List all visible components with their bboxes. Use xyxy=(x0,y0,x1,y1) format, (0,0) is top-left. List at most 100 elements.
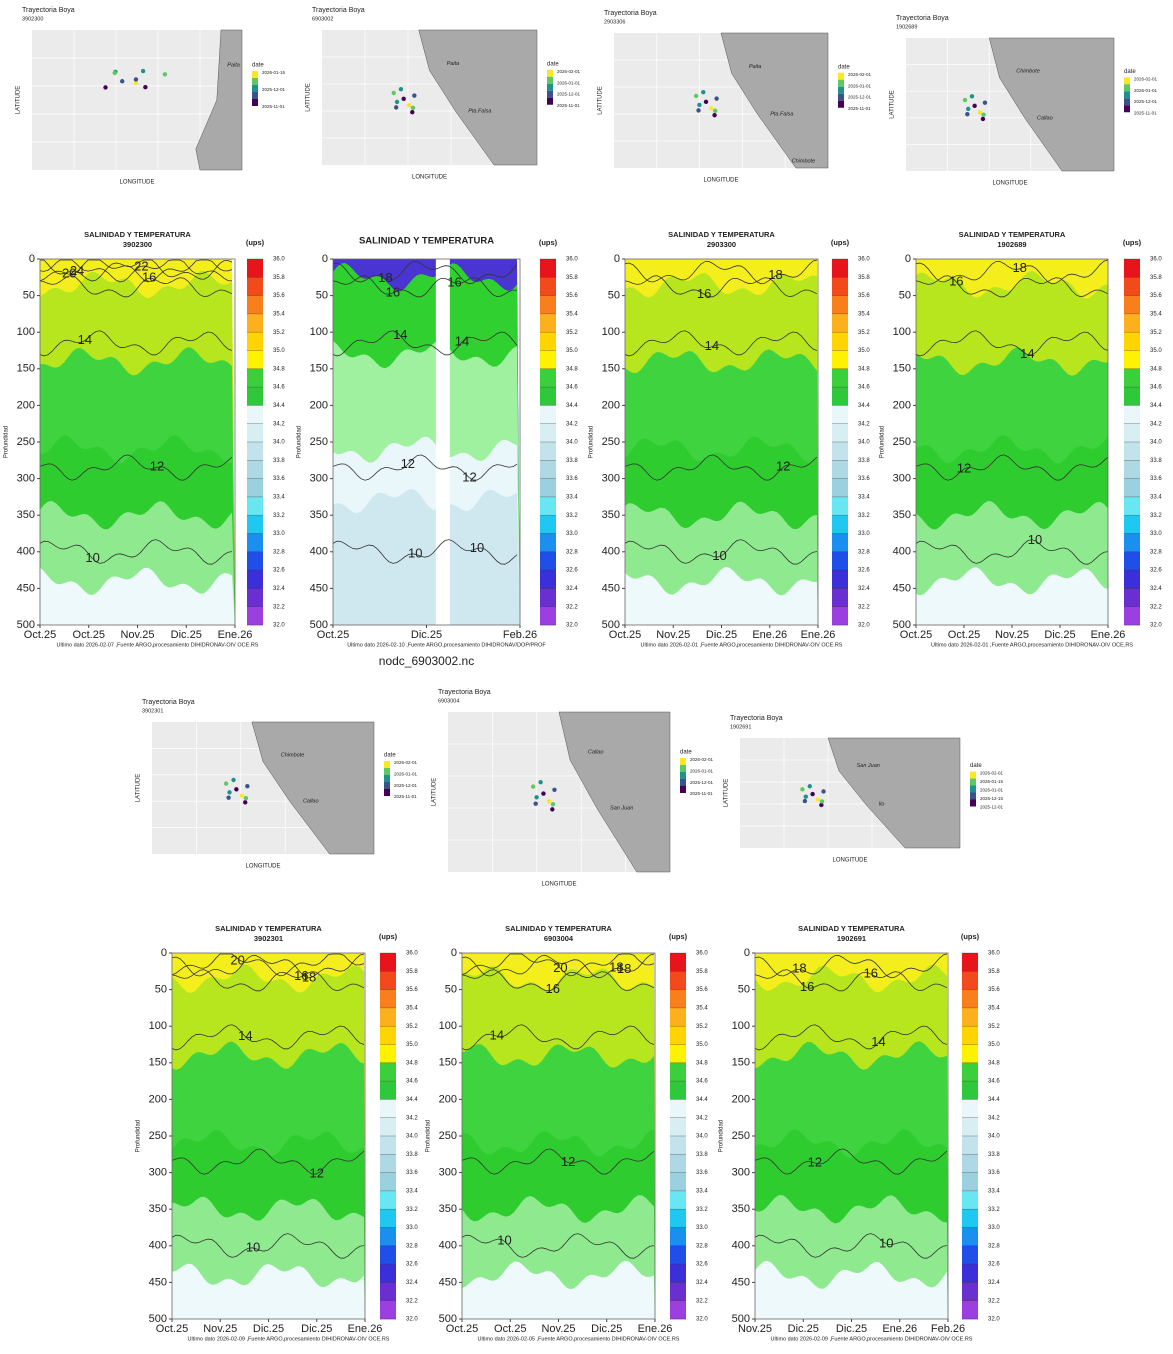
colorbar-label: 35.4 xyxy=(696,1005,708,1011)
section-footer: Ultimo dato 2026-02-07 ,Fuente ARGO,proc… xyxy=(57,642,259,648)
map-float xyxy=(394,99,400,105)
map-legend-swatch xyxy=(384,768,390,775)
colorbar-label: 32.4 xyxy=(566,586,578,592)
map-float xyxy=(696,108,701,113)
colorbar-label: 32.2 xyxy=(988,1298,1000,1304)
colorbar-label: 33.4 xyxy=(273,494,285,500)
y-tick-label: 350 xyxy=(17,509,35,521)
map-legend-label: 2025-12-01 xyxy=(557,92,581,97)
map-float xyxy=(972,103,977,109)
section-title: SALINIDAD Y TEMPERATURA xyxy=(215,924,322,933)
colorbar-segment xyxy=(1124,368,1140,388)
map-legend-swatch xyxy=(838,79,844,87)
contour-label: 14 xyxy=(238,1028,252,1043)
colorbar-segment xyxy=(540,442,556,461)
colorbar-segment xyxy=(962,989,978,1009)
colorbar-segment xyxy=(670,1117,686,1137)
colorbar-segment xyxy=(380,1081,396,1100)
colorbar-label: 32.2 xyxy=(1150,604,1162,610)
map-title: Trayectoria Boya xyxy=(896,15,949,22)
map-float xyxy=(533,801,538,806)
map-float xyxy=(980,116,986,122)
map-float xyxy=(538,779,543,785)
contour-label: 14 xyxy=(393,327,407,342)
colorbar-segment xyxy=(1124,606,1140,626)
colorbar-label: 34.0 xyxy=(566,440,578,446)
map-float xyxy=(550,807,555,812)
x-tick-label: Dic.25 xyxy=(836,1323,867,1335)
colorbar-segment xyxy=(380,1099,396,1118)
contour-label: 14 xyxy=(490,1028,504,1043)
map-float xyxy=(966,106,971,112)
colorbar-label: 36.0 xyxy=(566,257,578,263)
colorbar-segment xyxy=(247,570,263,589)
map-legend-label: 2026-02-01 xyxy=(848,72,872,77)
colorbar-segment xyxy=(670,989,686,1009)
map-legend-swatch xyxy=(970,785,976,793)
map-legend-swatch xyxy=(252,85,258,92)
map-legend-swatch xyxy=(547,83,553,91)
map-float xyxy=(534,795,539,800)
map-float xyxy=(112,70,117,76)
colorbar-label: 34.6 xyxy=(858,385,870,391)
colorbar-segment xyxy=(380,1117,396,1137)
map-float xyxy=(243,795,249,801)
colorbar-label: 32.0 xyxy=(1150,623,1162,629)
contour-line xyxy=(461,953,655,979)
colorbar-segment xyxy=(380,1007,396,1027)
colorbar-segment xyxy=(832,350,848,370)
map-land xyxy=(720,32,829,169)
section-unit: (ups) xyxy=(961,932,980,941)
colorbar-segment xyxy=(1124,496,1140,516)
y-tick-label: 300 xyxy=(732,1167,750,1179)
contour-label: 18 xyxy=(617,961,631,976)
map-title: Trayectoria Boya xyxy=(438,689,491,696)
map-x-label: LONGITUDE xyxy=(245,864,280,870)
colorbar-label: 34.4 xyxy=(273,403,285,409)
colorbar-segment xyxy=(1124,277,1140,296)
y-tick-label: 150 xyxy=(149,1057,167,1069)
colorbar-segment xyxy=(1124,259,1140,278)
contour-label: 14 xyxy=(78,332,92,347)
x-tick-label: Nov.25 xyxy=(120,629,154,641)
contour-line xyxy=(39,275,233,298)
y-tick-label: 100 xyxy=(17,326,35,338)
colorbar-label: 34.6 xyxy=(1150,385,1162,391)
x-tick-label: Dic.25 xyxy=(1044,629,1075,641)
contour-line xyxy=(624,454,818,481)
colorbar-segment xyxy=(962,1136,978,1155)
colorbar-label: 34.0 xyxy=(1150,440,1162,446)
colorbar-label: 32.8 xyxy=(988,1243,1000,1249)
map-legend-swatch xyxy=(547,90,553,98)
contour-line xyxy=(624,275,818,298)
colorbar-segment xyxy=(962,1209,978,1228)
map-x-label: LONGITUDE xyxy=(119,180,154,186)
contour-line xyxy=(915,539,1109,565)
colorbar-label: 33.8 xyxy=(1150,458,1162,464)
y-tick-label: 200 xyxy=(602,399,620,411)
colorbar-label: 33.0 xyxy=(696,1225,708,1231)
colorbar-segment xyxy=(832,460,848,479)
map-float xyxy=(713,108,718,114)
map-legend-swatch xyxy=(680,786,686,793)
colorbar-label: 32.0 xyxy=(566,623,578,629)
map-legend-label: 2026-01-01 xyxy=(980,788,1004,793)
x-tick-label: Dic.25 xyxy=(301,1323,332,1335)
map-legend-label: 2025-12-01 xyxy=(262,87,286,92)
y-axis-label: Profundidad xyxy=(719,1120,725,1152)
colorbar-label: 33.4 xyxy=(696,1188,708,1194)
contour-label: 12 xyxy=(150,459,164,474)
map-x-label: LONGITUDE xyxy=(992,181,1027,187)
colorbar-label: 33.0 xyxy=(566,531,578,537)
colorbar-segment xyxy=(540,460,556,479)
y-tick-label: 500 xyxy=(602,619,620,631)
y-tick-label: 250 xyxy=(893,436,911,448)
contour-label: 16 xyxy=(386,284,400,299)
colorbar-label: 35.8 xyxy=(696,969,708,975)
map-float xyxy=(243,800,248,805)
colorbar-label: 32.4 xyxy=(1150,586,1162,592)
colorbar-segment xyxy=(247,533,263,553)
map-float xyxy=(398,87,404,92)
colorbar-label: 32.6 xyxy=(273,568,285,574)
contour-line xyxy=(39,259,233,282)
